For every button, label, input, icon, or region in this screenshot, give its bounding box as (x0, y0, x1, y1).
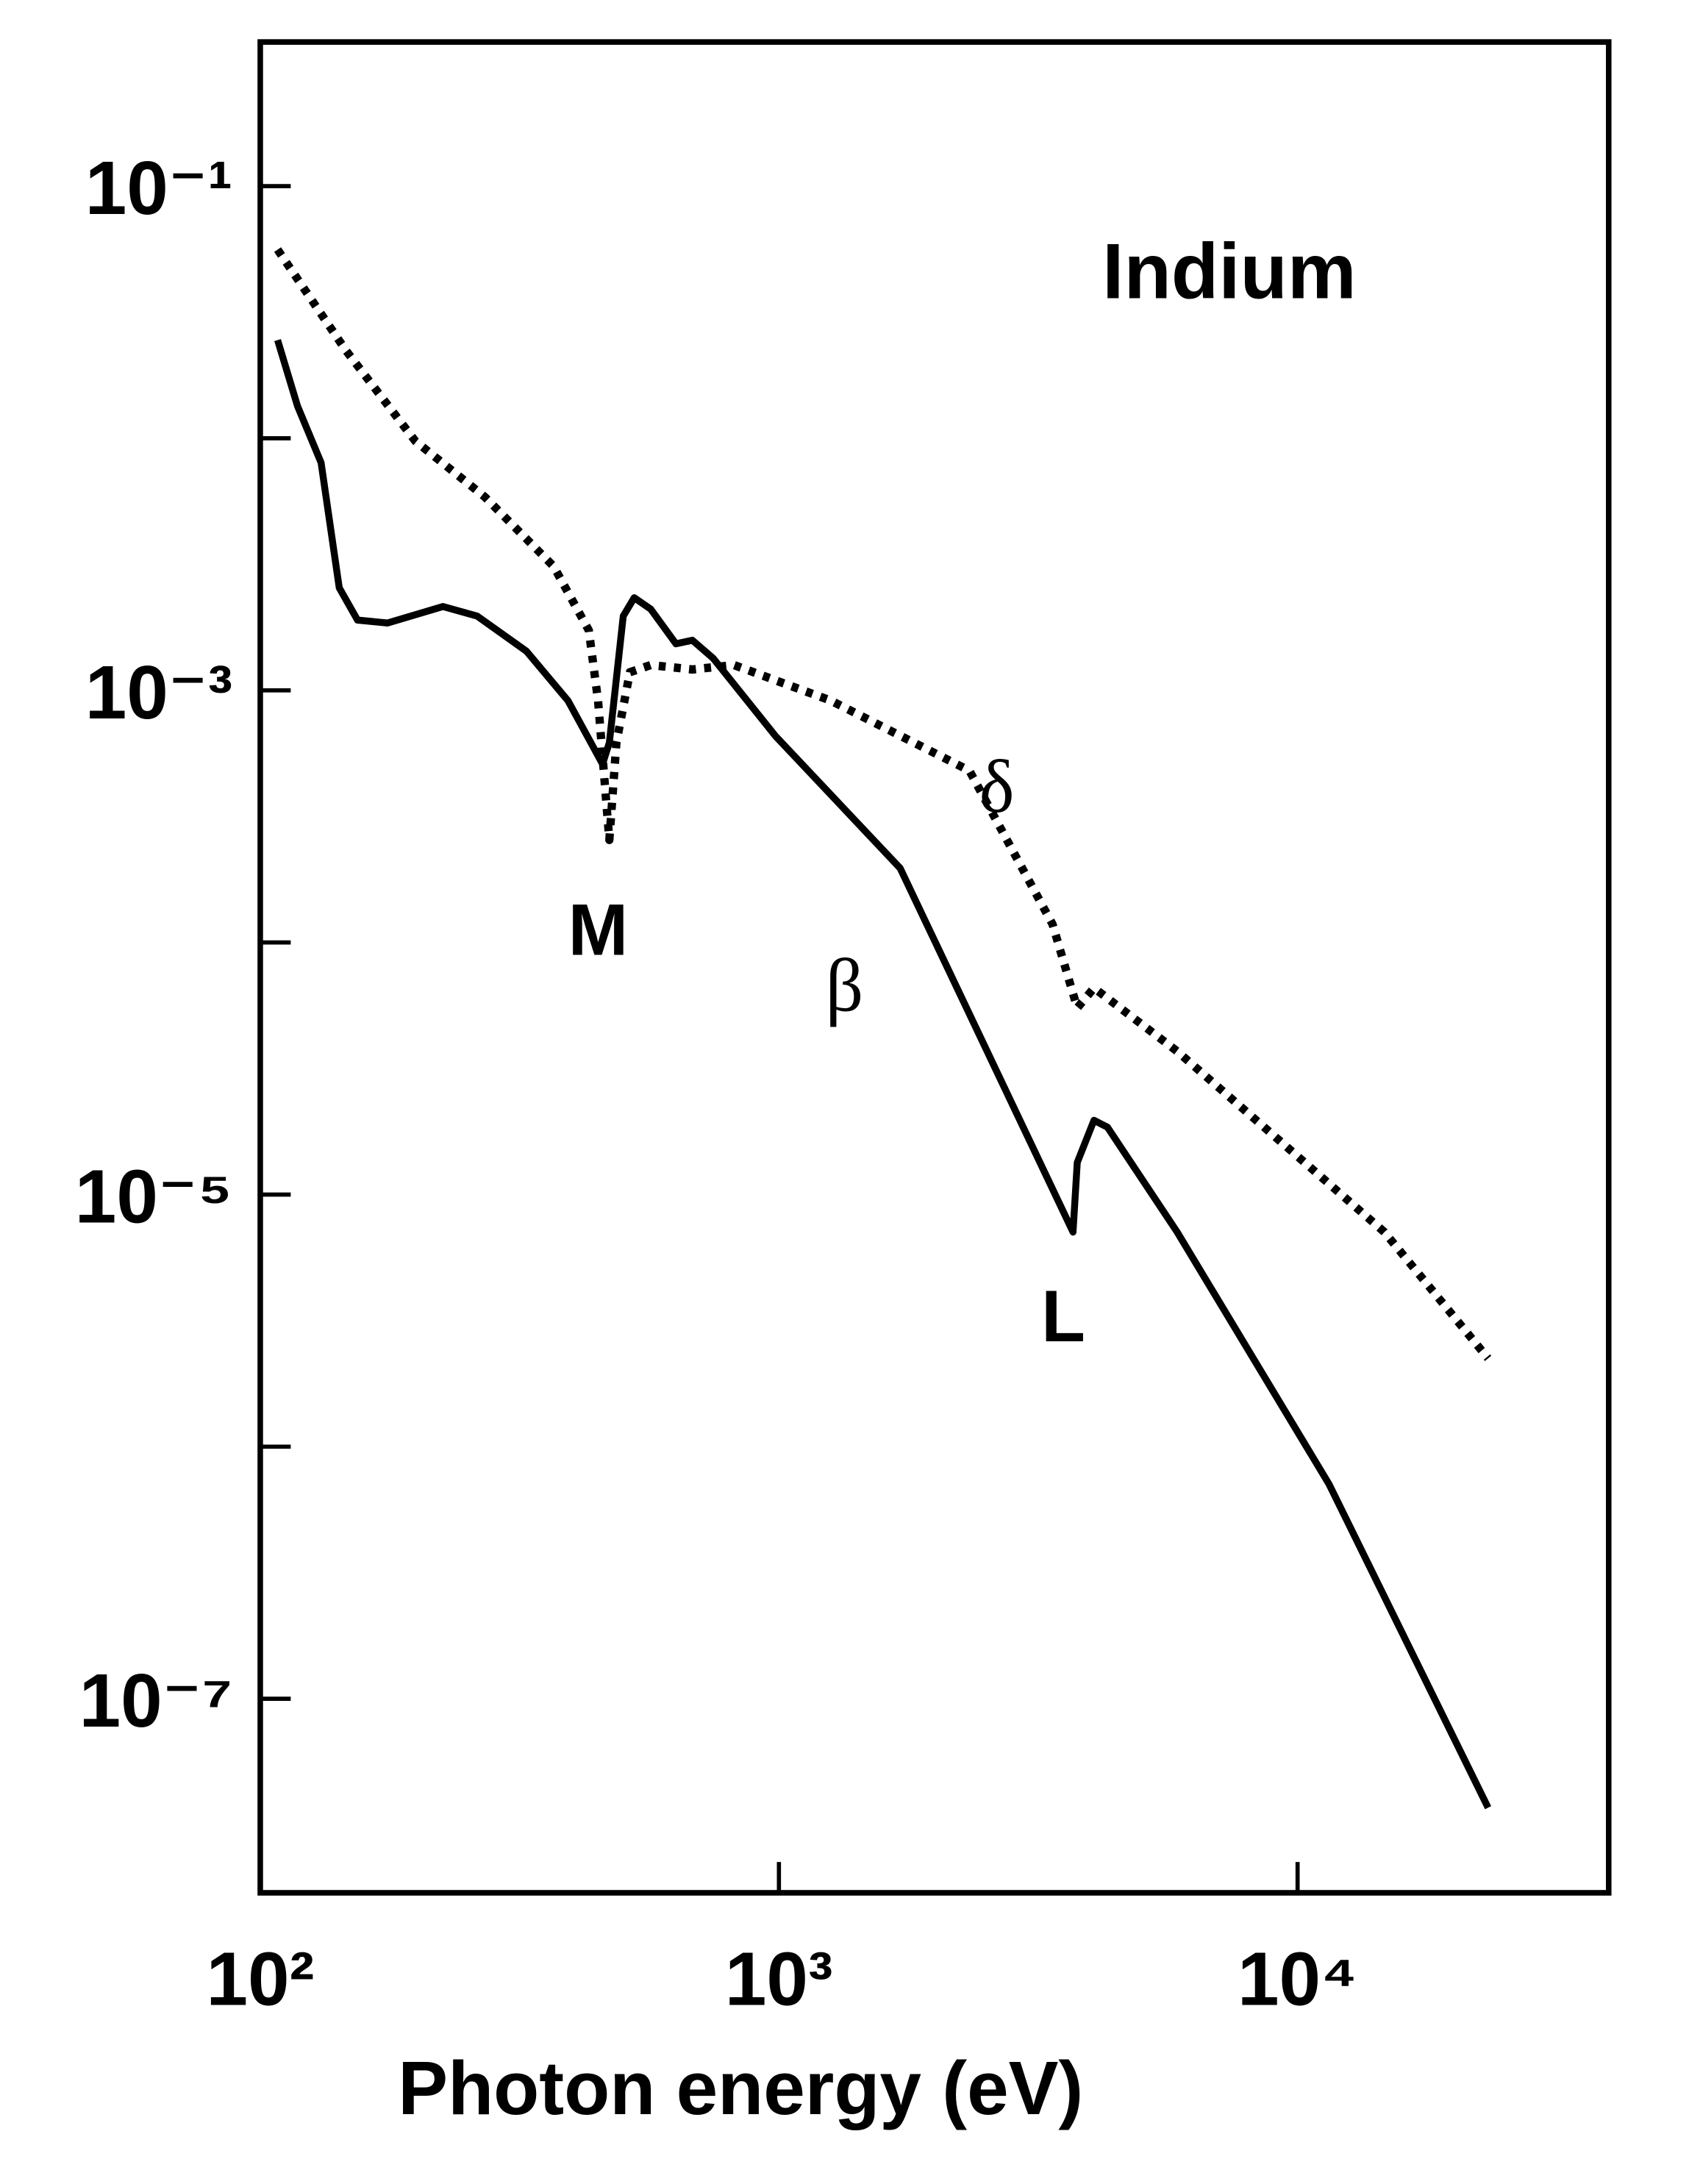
annotation: M (568, 889, 629, 971)
y-tick-label: 10⁻⁵ (75, 1154, 233, 1239)
y-tick-label: 10⁻⁷ (79, 1658, 233, 1744)
x-tick-label: 10³ (725, 1936, 833, 2021)
y-tick-label: 10⁻¹ (85, 146, 233, 231)
y-tick-label: 10⁻³ (85, 649, 233, 735)
annotation: Indium (1102, 228, 1357, 315)
x-tick-label: 10⁴ (1238, 1936, 1357, 2021)
series-label: β (826, 944, 864, 1028)
series-line (274, 247, 1492, 1361)
x-tick-label: 10² (206, 1936, 314, 2021)
series-line (274, 339, 1492, 1810)
series-label: δ (979, 746, 1015, 829)
plot-frame (257, 39, 1612, 1896)
annotation: L (1041, 1275, 1085, 1357)
x-axis-label: Photon energy (eV) (398, 2045, 1083, 2130)
